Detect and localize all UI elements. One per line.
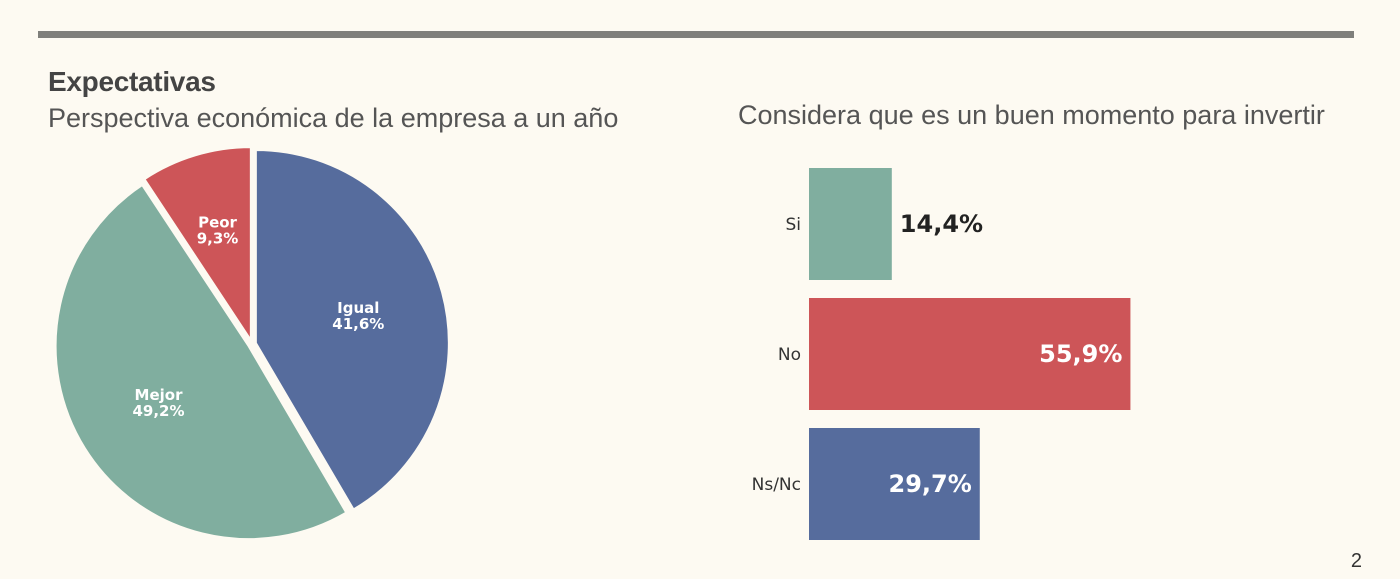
bar-value-no: 55,9% (1039, 340, 1122, 368)
bar-category-no: No (778, 345, 801, 365)
bar-no (809, 298, 1131, 410)
pie-label-igual: Igual (337, 299, 379, 317)
bar-value-ns-nc: 29,7% (889, 470, 972, 498)
pie-label-peor: Peor (198, 213, 237, 231)
section-title: Expectativas (48, 66, 216, 97)
bar-value-si: 14,4% (900, 210, 983, 238)
pie-slice-igual (254, 148, 450, 511)
pie-slice-mejor (54, 184, 348, 541)
bar-si (809, 168, 892, 280)
top-rule (38, 31, 1354, 38)
pie-chart-title: Perspectiva económica de la empresa a un… (48, 103, 619, 133)
pie-label-mejor: Mejor (135, 386, 184, 404)
pie-slice-peor (143, 146, 252, 342)
pie-value-peor: 9,3% (197, 229, 239, 247)
bar-category-ns-nc: Ns/Nc (752, 475, 801, 495)
pie-value-igual: 41,6% (332, 315, 384, 333)
pie-value-mejor: 49,2% (132, 402, 184, 420)
bar-chart: Si 14,4% No 55,9% Ns/Nc 29,7% (752, 168, 1131, 540)
bar-chart-title: Considera que es un buen momento para in… (738, 100, 1325, 130)
bar-category-si: Si (785, 215, 801, 235)
bar-ns-nc (809, 428, 980, 540)
page-number: 2 (1350, 550, 1362, 572)
